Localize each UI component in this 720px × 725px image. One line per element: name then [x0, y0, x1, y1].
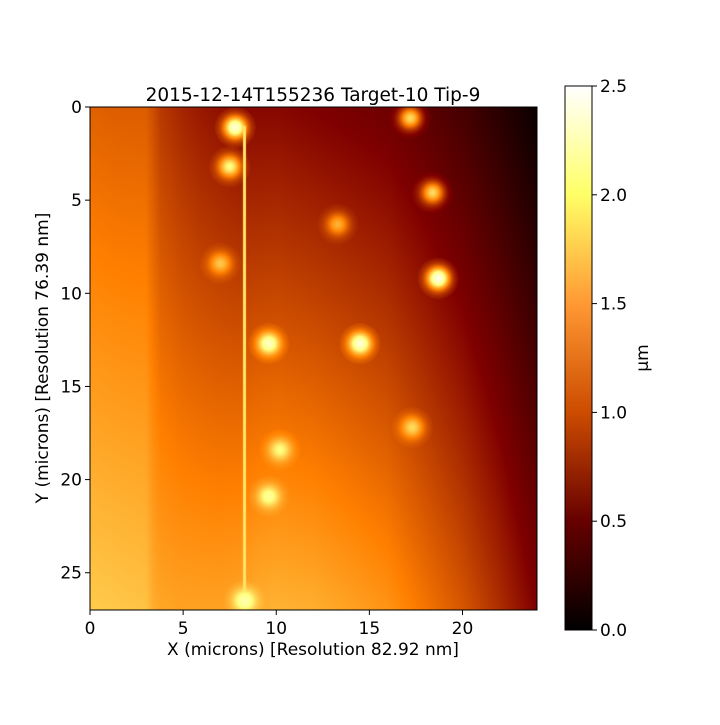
plot-frame: [89, 106, 538, 611]
y-tick-label: 20: [60, 471, 82, 491]
colorbar: [564, 85, 593, 631]
y-tick-label: 25: [60, 564, 82, 584]
colorbar-tick-label: 2.0: [600, 186, 627, 206]
y-axis-label: Y (microns) [Resolution 76.39 nm]: [33, 213, 53, 505]
y-tick-label: 15: [60, 377, 82, 397]
x-axis-label: X (microns) [Resolution 82.92 nm]: [167, 640, 459, 660]
x-tick-label: 15: [359, 619, 381, 639]
y-axis: 0 5 10 15 20 25: [60, 98, 90, 584]
colorbar-label: µm: [633, 344, 653, 371]
x-tick-label: 5: [178, 619, 189, 639]
y-tick-label: 5: [71, 191, 82, 211]
heatmap: [90, 107, 537, 610]
heatmap-image: [90, 107, 537, 610]
y-tick-label: 0: [71, 98, 82, 118]
x-axis: 0 5 10 15 20: [85, 610, 474, 639]
colorbar-tick-label: 0.0: [600, 621, 627, 641]
colorbar-tick-label: 2.5: [600, 77, 627, 97]
colorbar-tick-label: 1.0: [600, 403, 627, 423]
x-tick-label: 20: [452, 619, 474, 639]
y-tick-label: 10: [60, 284, 82, 304]
x-tick-label: 0: [85, 619, 96, 639]
colorbar-tick-label: 0.5: [600, 512, 627, 532]
x-tick-label: 10: [265, 619, 287, 639]
colorbar-ticks: 0.0 0.5 1.0 1.5 2.0 2.5: [592, 77, 627, 641]
colorbar-tick-label: 1.5: [600, 295, 627, 315]
chart-title: 2015-12-14T155236 Target-10 Tip-9: [146, 85, 481, 106]
